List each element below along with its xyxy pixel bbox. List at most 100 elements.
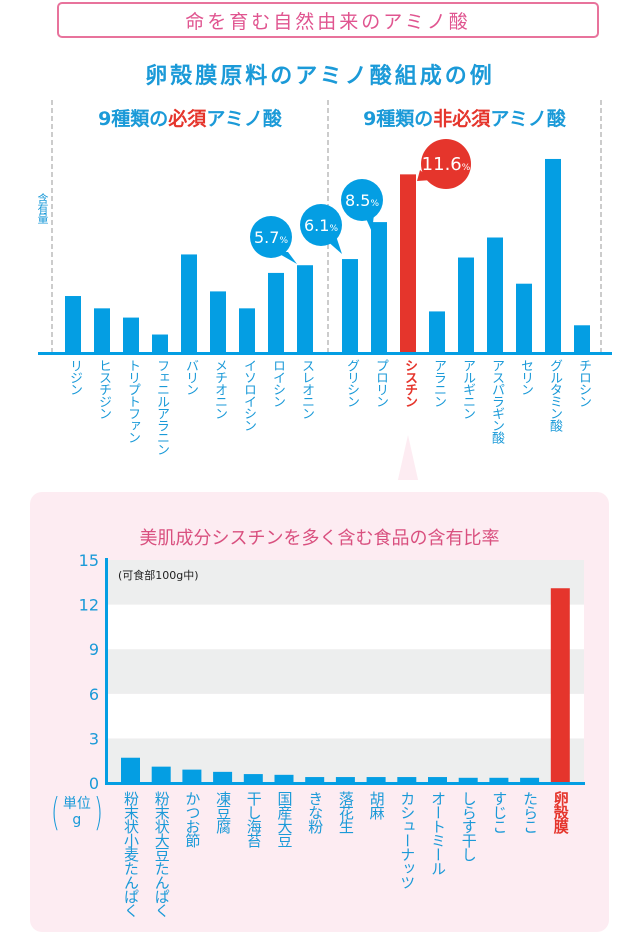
x-tick-label: プロリン <box>373 359 388 407</box>
bar-すじこ <box>489 777 509 783</box>
x-axis-line <box>105 782 585 785</box>
y-tick-label: 12 <box>79 596 99 615</box>
x-tick-label: 国産大豆 <box>275 791 294 847</box>
bar-アルギニン <box>458 257 474 353</box>
grid-band <box>108 738 584 783</box>
bar-ロイシン <box>268 272 284 353</box>
callout-bubble <box>421 139 471 189</box>
x-tick-label: しらす干し <box>459 791 478 861</box>
callout-bubble <box>300 204 342 246</box>
x-tick-label: 胡麻 <box>367 791 386 819</box>
bar-カシューナッツ <box>397 777 417 783</box>
grid-band <box>108 693 584 739</box>
bar-プロリン <box>371 222 387 353</box>
x-tick-label: グルタミン酸 <box>547 359 562 431</box>
bar-アスパラギン酸 <box>487 237 503 353</box>
chart-note: (可食部100g中) <box>118 569 199 582</box>
x-tick-label: リジン <box>67 359 82 395</box>
bar-たらこ <box>520 777 540 783</box>
bar-スレオニン <box>297 265 313 353</box>
x-tick-label: 落花生 <box>336 791 355 833</box>
callout-value: 11.6% <box>422 154 471 175</box>
bar-フェニルアラニン <box>152 334 168 353</box>
x-tick-label: トリプトファン <box>125 359 140 443</box>
grid-band <box>108 604 584 650</box>
unit-label-bottom: g <box>72 812 82 828</box>
group-heading-nonessential: 9種類の非必須アミノ酸 <box>328 104 601 131</box>
bar-チロシン <box>574 325 590 353</box>
y-tick-label: 6 <box>89 685 99 704</box>
grid-band <box>108 560 584 605</box>
bar-胡麻 <box>366 777 386 783</box>
unit-label-top: 単位 <box>62 796 91 812</box>
x-tick-label: オートミール <box>429 791 447 875</box>
bar-グルタミン酸 <box>545 158 561 353</box>
x-tick-label: チロシン <box>576 359 591 407</box>
callout-bubble <box>341 179 383 221</box>
x-tick-label: シスチン <box>402 359 417 407</box>
heading-highlight: 非必須 <box>433 108 491 130</box>
x-tick-label: フェニルアラニン <box>154 359 169 455</box>
group-heading-essential: 9種類の必須アミノ酸 <box>52 104 328 131</box>
bar-国産大豆 <box>274 774 294 783</box>
x-tick-label: かつお節 <box>183 791 202 847</box>
x-tick-label: 卵殻膜 <box>551 791 570 833</box>
unit-label: ( 単位 g ) <box>48 793 106 831</box>
x-tick-label: すじこ <box>490 791 509 833</box>
x-tick-label: きな粉 <box>306 791 325 833</box>
bar-グリシン <box>342 259 358 353</box>
food-chart-title: 美肌成分シスチンを多く含む食品の含有比率 <box>139 528 500 549</box>
x-tick-label: ヒスチジン <box>96 359 111 419</box>
pointer-triangle <box>397 435 419 480</box>
callout-value: 6.1% <box>304 216 338 235</box>
x-axis-baseline <box>38 352 612 355</box>
y-tick-label: 0 <box>89 774 99 793</box>
bar-粉末状大豆たんぱく <box>151 766 171 783</box>
callout-value: 8.5% <box>345 191 379 210</box>
bar-メチオニン <box>210 291 226 353</box>
x-tick-label: アルギニン <box>460 359 475 419</box>
x-tick-label: 粉末状大豆たんぱく <box>152 791 171 917</box>
x-tick-label: バリン <box>183 359 198 395</box>
y-tick-label: 15 <box>79 551 99 570</box>
heading-prefix: 9種類の <box>98 108 169 130</box>
bar-アラニン <box>429 311 445 353</box>
bar-粉末状小麦たんぱく <box>121 757 140 783</box>
grid-band <box>108 649 584 694</box>
callout-value: 5.7% <box>254 228 288 247</box>
amino-acid-chart: 5.7% 6.1% 8.5% 11.6% <box>38 100 612 480</box>
x-tick-label: 粉末状小麦たんぱく <box>122 791 140 917</box>
section-title-box: 命を育む自然由来のアミノ酸 <box>57 2 599 38</box>
heading-suffix: アミノ酸 <box>206 108 282 130</box>
section-title: 命を育む自然由来のアミノ酸 <box>185 10 471 33</box>
x-tick-label: 干し海苔 <box>244 791 263 847</box>
bar-リジン <box>65 296 81 353</box>
x-tick-label: ロイシン <box>270 359 285 407</box>
y-axis-line <box>105 558 108 785</box>
bar-オートミール <box>428 777 447 783</box>
chart-title: 卵殻膜原料のアミノ酸組成の例 <box>145 64 495 89</box>
x-tick-label: グリシン <box>344 359 359 407</box>
heading-suffix: アミノ酸 <box>490 108 566 130</box>
x-tick-label: メチオニン <box>212 359 227 419</box>
x-tick-label: セリン <box>518 359 533 395</box>
bar-落花生 <box>335 777 355 783</box>
callout-bubble <box>250 216 292 258</box>
bar-シスチン <box>400 174 416 353</box>
heading-highlight: 必須 <box>168 108 207 130</box>
x-tick-label: アラニン <box>431 359 446 407</box>
y-tick-label: 9 <box>89 640 99 659</box>
bar-かつお節 <box>182 769 202 783</box>
paren-open: ( <box>50 790 60 834</box>
bar-干し海苔 <box>243 774 263 783</box>
bar-バリン <box>181 254 197 353</box>
bar-ヒスチジン <box>94 308 110 353</box>
x-tick-label: カシューナッツ <box>398 791 417 889</box>
bar-セリン <box>516 283 532 353</box>
bar-きな粉 <box>305 777 325 783</box>
bar-しらす干し <box>458 777 478 783</box>
x-tick-label: たらこ <box>521 791 540 833</box>
x-tick-label: スレオニン <box>299 359 314 419</box>
bar-イソロイシン <box>239 308 255 353</box>
